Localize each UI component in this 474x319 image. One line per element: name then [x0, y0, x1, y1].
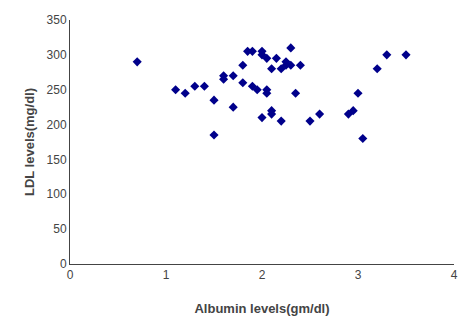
svg-text:100: 100: [47, 187, 67, 201]
svg-text:150: 150: [47, 153, 67, 167]
svg-text:50: 50: [53, 222, 67, 236]
svg-text:1: 1: [163, 268, 170, 282]
svg-text:LDL levels(mg/dl): LDL levels(mg/dl): [22, 88, 37, 196]
svg-text:Albumin levels(gm/dl): Albumin levels(gm/dl): [194, 301, 329, 316]
svg-text:0: 0: [60, 257, 67, 271]
svg-text:0: 0: [67, 268, 74, 282]
svg-text:200: 200: [47, 118, 67, 132]
svg-text:4: 4: [451, 268, 458, 282]
svg-text:350: 350: [47, 13, 67, 27]
svg-text:2: 2: [259, 268, 266, 282]
svg-text:300: 300: [47, 48, 67, 62]
svg-text:3: 3: [355, 268, 362, 282]
svg-text:250: 250: [47, 83, 67, 97]
